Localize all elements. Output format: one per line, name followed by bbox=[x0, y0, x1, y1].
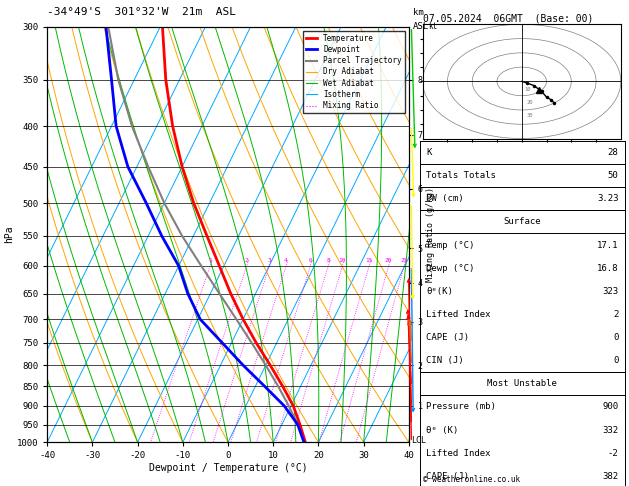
Text: 1: 1 bbox=[208, 258, 212, 262]
Text: Temp (°C): Temp (°C) bbox=[426, 241, 475, 249]
Text: 6: 6 bbox=[308, 258, 312, 262]
Text: K: K bbox=[426, 148, 431, 157]
Text: 0: 0 bbox=[613, 333, 618, 342]
Text: Most Unstable: Most Unstable bbox=[487, 380, 557, 388]
Text: Totals Totals: Totals Totals bbox=[426, 171, 496, 180]
Text: 382: 382 bbox=[603, 472, 618, 481]
Text: CIN (J): CIN (J) bbox=[426, 356, 464, 365]
Text: 3: 3 bbox=[267, 258, 271, 262]
Text: 25: 25 bbox=[401, 258, 408, 262]
Text: 17.1: 17.1 bbox=[597, 241, 618, 249]
X-axis label: Dewpoint / Temperature (°C): Dewpoint / Temperature (°C) bbox=[148, 463, 308, 473]
Text: Pressure (mb): Pressure (mb) bbox=[426, 402, 496, 412]
Y-axis label: hPa: hPa bbox=[4, 226, 14, 243]
Text: 20: 20 bbox=[526, 100, 533, 105]
Text: 900: 900 bbox=[603, 402, 618, 412]
Text: 16.8: 16.8 bbox=[597, 264, 618, 273]
Text: 20: 20 bbox=[385, 258, 392, 262]
Text: 3.23: 3.23 bbox=[597, 194, 618, 203]
Text: ASL: ASL bbox=[413, 22, 429, 31]
Text: Surface: Surface bbox=[504, 217, 541, 226]
Text: -2: -2 bbox=[608, 449, 618, 458]
Text: -34°49'S  301°32'W  21m  ASL: -34°49'S 301°32'W 21m ASL bbox=[47, 7, 236, 17]
Text: PW (cm): PW (cm) bbox=[426, 194, 464, 203]
Text: 10: 10 bbox=[338, 258, 346, 262]
Text: 323: 323 bbox=[603, 287, 618, 296]
Text: © weatheronline.co.uk: © weatheronline.co.uk bbox=[423, 474, 520, 484]
Text: 50: 50 bbox=[608, 171, 618, 180]
Y-axis label: Mixing Ratio (g/kg): Mixing Ratio (g/kg) bbox=[426, 187, 435, 282]
Text: Lifted Index: Lifted Index bbox=[426, 449, 491, 458]
Text: 2: 2 bbox=[245, 258, 248, 262]
Text: 332: 332 bbox=[603, 426, 618, 434]
Text: 4: 4 bbox=[284, 258, 288, 262]
Text: 30: 30 bbox=[526, 113, 533, 118]
Text: km: km bbox=[413, 8, 423, 17]
Text: 15: 15 bbox=[365, 258, 373, 262]
Text: CAPE (J): CAPE (J) bbox=[426, 472, 469, 481]
Text: 10: 10 bbox=[524, 87, 531, 92]
Text: 8: 8 bbox=[326, 258, 330, 262]
Text: LCL: LCL bbox=[411, 436, 426, 445]
Text: θᵉ (K): θᵉ (K) bbox=[426, 426, 459, 434]
Text: kt: kt bbox=[428, 21, 437, 31]
Text: 07.05.2024  06GMT  (Base: 00): 07.05.2024 06GMT (Base: 00) bbox=[423, 14, 593, 24]
Text: 2: 2 bbox=[613, 310, 618, 319]
Text: Dewp (°C): Dewp (°C) bbox=[426, 264, 475, 273]
Text: 0: 0 bbox=[613, 356, 618, 365]
Legend: Temperature, Dewpoint, Parcel Trajectory, Dry Adiabat, Wet Adiabat, Isotherm, Mi: Temperature, Dewpoint, Parcel Trajectory… bbox=[303, 31, 405, 113]
Text: Lifted Index: Lifted Index bbox=[426, 310, 491, 319]
Text: θᵉ(K): θᵉ(K) bbox=[426, 287, 453, 296]
Text: CAPE (J): CAPE (J) bbox=[426, 333, 469, 342]
Text: 28: 28 bbox=[608, 148, 618, 157]
